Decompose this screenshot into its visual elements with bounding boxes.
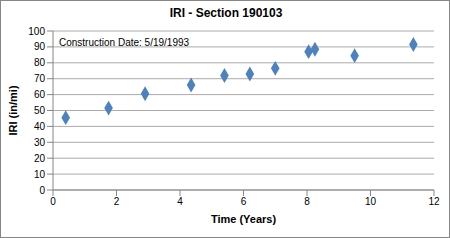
svg-text:IRI (in/mi): IRI (in/mi) (8, 85, 19, 135)
svg-text:100: 100 (28, 26, 45, 37)
html-text:IRI - Section 190103: IRI - Section 190103 (169, 6, 283, 20)
svg-text:60: 60 (34, 89, 46, 100)
svg-text:30: 30 (34, 137, 46, 148)
svg-text:20: 20 (34, 153, 46, 164)
svg-text:6: 6 (241, 196, 247, 207)
svg-text:40: 40 (34, 121, 46, 132)
html-text:Construction Date: 5/19/1993: Construction Date: 5/19/1993 (59, 37, 190, 48)
svg-text:70: 70 (34, 73, 46, 84)
svg-text:2: 2 (114, 196, 120, 207)
svg-text:90: 90 (34, 41, 46, 52)
svg-text:50: 50 (34, 105, 46, 116)
svg-text:0: 0 (50, 196, 56, 207)
svg-text:4: 4 (177, 196, 183, 207)
svg-text:80: 80 (34, 57, 46, 68)
svg-text:12: 12 (428, 196, 440, 207)
svg-text:10: 10 (34, 169, 46, 180)
svg-text:8: 8 (304, 196, 310, 207)
svg-text:0: 0 (39, 185, 45, 196)
svg-text:10: 10 (365, 196, 377, 207)
svg-text:Time (Years): Time (Years) (211, 213, 277, 225)
